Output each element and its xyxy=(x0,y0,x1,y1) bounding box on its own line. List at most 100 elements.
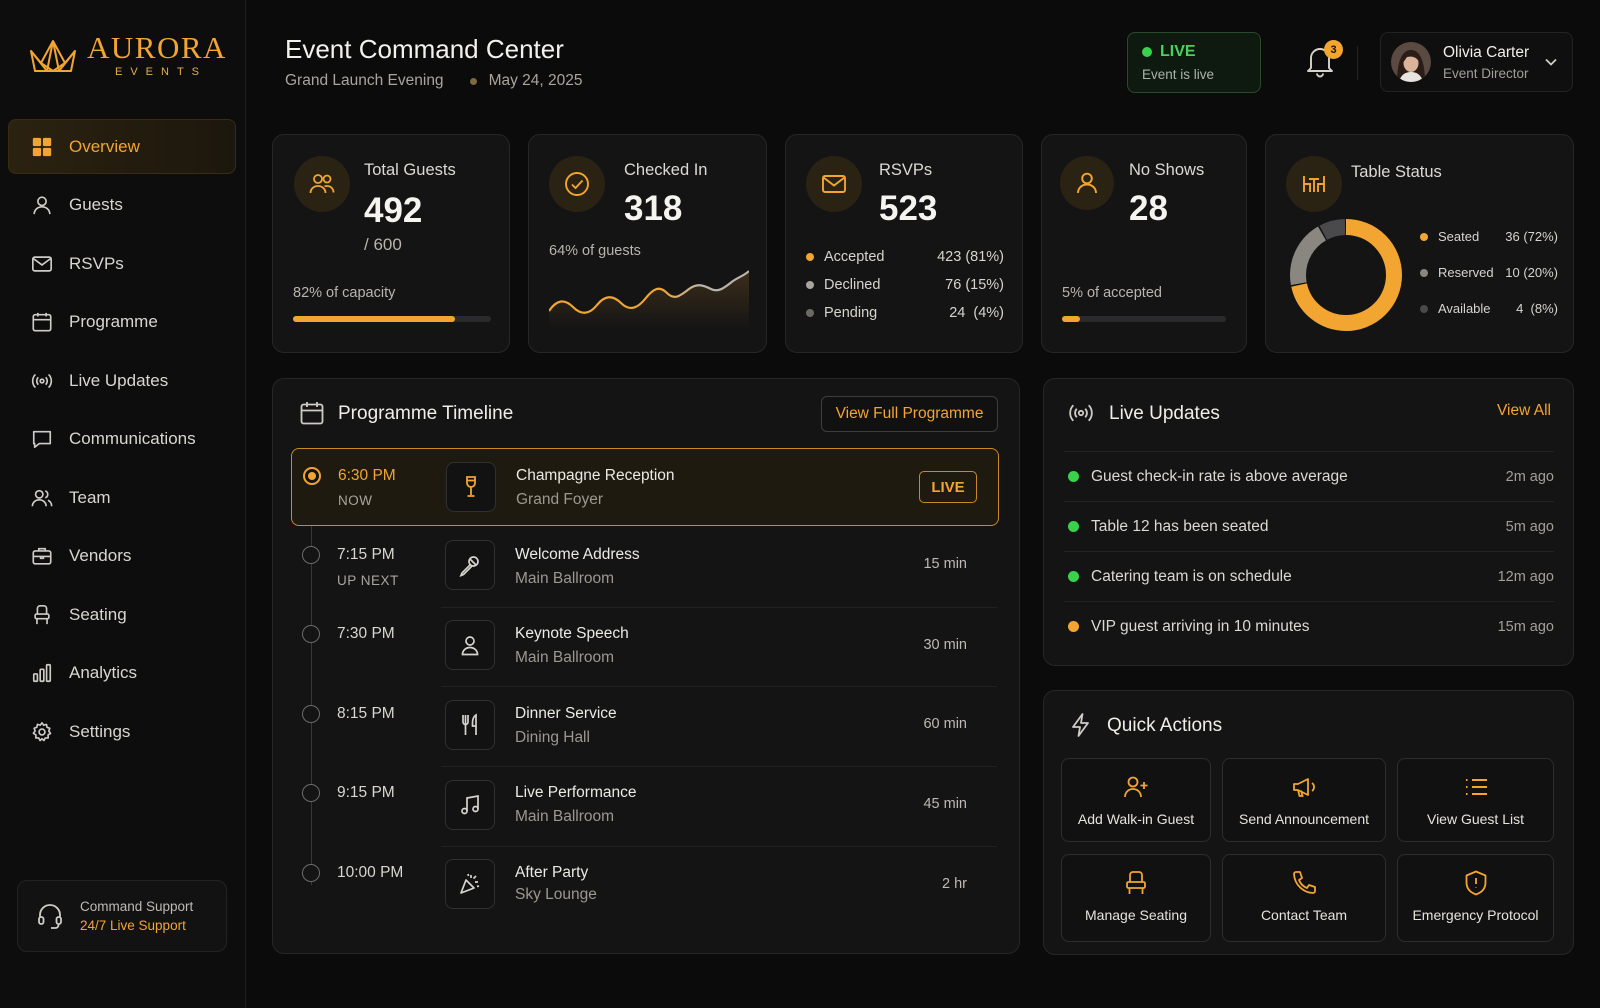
sidebar-item-analytics[interactable]: Analytics xyxy=(8,646,236,701)
sidebar-item-label: Team xyxy=(69,487,111,507)
timeline-item-keynote-speech[interactable]: 7:30 PM Keynote Speech Main Ballroom 30 … xyxy=(291,608,999,687)
live-update-item[interactable]: Catering team is on schedule 12m ago xyxy=(1064,551,1554,601)
brand-logo[interactable]: AURORA EVENTS xyxy=(27,32,227,78)
view-all-updates-link[interactable]: View All xyxy=(1497,402,1551,419)
timeline-event-location: Sky Lounge xyxy=(515,886,597,903)
legend-dot xyxy=(806,281,814,289)
calendar-icon xyxy=(32,312,52,332)
timeline-duration: 45 min xyxy=(923,796,967,812)
list-icon xyxy=(1465,779,1487,795)
timeline-duration: 30 min xyxy=(923,637,967,653)
no-shows-note: 5% of accepted xyxy=(1062,285,1162,301)
rsvp-row-label: Declined xyxy=(824,277,881,293)
rsvp-row-value: 423 (81%) xyxy=(937,249,1004,265)
timeline-time: 8:15 PM xyxy=(337,705,395,722)
timeline-item-after-party[interactable]: 10:00 PM After Party Sky Lounge 2 hr xyxy=(291,848,999,926)
shield-alert-icon xyxy=(1465,870,1486,896)
quick-action-label: Contact Team xyxy=(1260,907,1348,923)
view-guest-list-button[interactable]: View Guest List xyxy=(1397,758,1554,842)
live-update-item[interactable]: Guest check-in rate is above average 2m … xyxy=(1064,451,1554,501)
timeline-item-live-performance[interactable]: 9:15 PM Live Performance Main Ballroom 4… xyxy=(291,768,999,847)
user-profile-menu[interactable]: Olivia Carter Event Director xyxy=(1380,32,1573,92)
timeline-item-champagne-reception[interactable]: 6:30 PM NOW Champagne Reception Grand Fo… xyxy=(291,448,999,526)
manage-seating-button[interactable]: Manage Seating xyxy=(1061,854,1211,942)
live-update-item[interactable]: Table 12 has been seated 5m ago xyxy=(1064,501,1554,551)
sidebar-item-rsvps[interactable]: RSVPs xyxy=(8,236,236,291)
bell-icon[interactable] xyxy=(1305,44,1335,78)
timeline-icon-box xyxy=(445,700,495,750)
update-time: 12m ago xyxy=(1497,568,1554,585)
calendar-icon xyxy=(300,402,324,425)
timeline-icon-box xyxy=(445,780,495,830)
view-full-programme-button[interactable]: View Full Programme xyxy=(821,396,998,432)
user-name: Olivia Carter xyxy=(1443,43,1530,61)
quick-actions-title: Quick Actions xyxy=(1107,715,1223,736)
rsvps-label: RSVPs xyxy=(879,161,933,179)
table-status-label: Table Status xyxy=(1351,163,1442,181)
sidebar-item-label: RSVPs xyxy=(69,253,124,273)
check-circle-icon xyxy=(565,172,589,196)
live-dot xyxy=(1142,47,1152,57)
add-walk-in-guest-button[interactable]: Add Walk-in Guest xyxy=(1061,758,1211,842)
ts-row-value: 10 (20%) xyxy=(1505,265,1558,280)
row-divider xyxy=(441,766,997,767)
music-note-icon xyxy=(461,794,479,815)
timeline-time: 7:30 PM xyxy=(337,625,395,642)
ts-row-value: 4 (8%) xyxy=(1516,301,1558,316)
sidebar-item-guests[interactable]: Guests xyxy=(8,178,236,233)
headset-icon xyxy=(38,904,62,929)
ts-row-label: Seated xyxy=(1438,229,1480,244)
timeline-event-location: Grand Foyer xyxy=(516,491,604,508)
sidebar-item-label: Live Updates xyxy=(69,370,169,390)
ts-row-label: Reserved xyxy=(1438,265,1494,280)
chevron-down-icon xyxy=(1545,58,1557,66)
row-divider xyxy=(441,686,997,687)
sidebar-item-seating[interactable]: Seating xyxy=(8,587,236,642)
sidebar-item-overview[interactable]: Overview xyxy=(8,119,236,174)
users-icon xyxy=(309,174,335,194)
sidebar-item-live-updates[interactable]: Live Updates xyxy=(8,353,236,408)
sidebar-item-programme[interactable]: Programme xyxy=(8,295,236,350)
no-shows-progress-bar xyxy=(1062,316,1226,322)
gear-icon xyxy=(32,721,52,741)
sidebar-item-label: Seating xyxy=(69,604,127,624)
quick-action-label: Add Walk-in Guest xyxy=(1077,811,1195,827)
status-dot xyxy=(1068,571,1079,582)
timeline-marker xyxy=(302,625,320,643)
team-icon xyxy=(31,489,53,506)
user-role: Event Director xyxy=(1443,65,1529,81)
live-update-item[interactable]: VIP guest arriving in 10 minutes 15m ago xyxy=(1064,601,1554,651)
live-badge: LIVE xyxy=(919,471,977,503)
ts-row-label: Available xyxy=(1438,301,1491,316)
timeline-item-dinner-service[interactable]: 8:15 PM Dinner Service Dining Hall 60 mi… xyxy=(291,688,999,767)
sidebar-item-vendors[interactable]: Vendors xyxy=(8,529,236,584)
event-name: Grand Launch Evening xyxy=(285,72,444,89)
rsvp-row-value: 24 (4%) xyxy=(949,305,1004,321)
sidebar-item-communications[interactable]: Communications xyxy=(8,412,236,467)
table-chairs-icon xyxy=(1303,176,1325,192)
live-status-badge: LIVE Event is live xyxy=(1127,32,1261,93)
total-guests-card: Total Guests 492 / 600 82% of capacity xyxy=(272,134,510,353)
table-status-reserved-row: Reserved 10 (20%) xyxy=(1420,265,1558,280)
chat-icon xyxy=(32,430,52,449)
timeline-event-name: Keynote Speech xyxy=(515,625,629,642)
rsvps-icon-wrap xyxy=(806,156,862,212)
checked-in-card: Checked In 318 64% of guests xyxy=(528,134,767,353)
emergency-protocol-button[interactable]: Emergency Protocol xyxy=(1397,854,1554,942)
timeline-duration: 2 hr xyxy=(942,876,967,892)
sidebar-item-team[interactable]: Team xyxy=(8,470,236,525)
header-divider xyxy=(1357,46,1358,80)
separator-dot xyxy=(469,77,477,85)
contact-team-button[interactable]: Contact Team xyxy=(1222,854,1386,942)
sidebar-item-settings[interactable]: Settings xyxy=(8,704,236,759)
timeline-marker-active xyxy=(303,467,321,485)
checked-in-note: 64% of guests xyxy=(549,243,641,259)
timeline-item-welcome-address[interactable]: 7:15 PM UP NEXT Welcome Address Main Bal… xyxy=(291,529,999,608)
send-announcement-button[interactable]: Send Announcement xyxy=(1222,758,1386,842)
event-subtitle: Grand Launch Evening May 24, 2025 xyxy=(285,72,583,90)
command-support-card[interactable]: Command Support 24/7 Live Support xyxy=(17,880,227,952)
sidebar-item-label: Settings xyxy=(69,721,131,741)
capacity-progress-fill xyxy=(293,316,456,322)
event-date: May 24, 2025 xyxy=(488,72,583,89)
user-outline-icon xyxy=(1077,172,1097,194)
